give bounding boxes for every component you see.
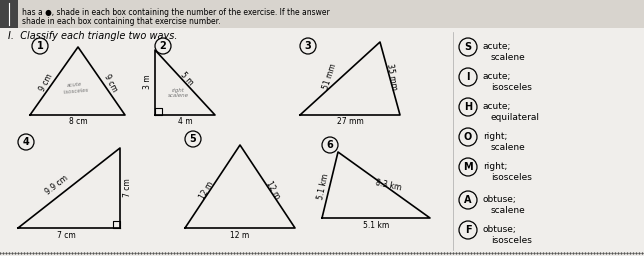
Text: isosceles: isosceles [491, 83, 532, 92]
Circle shape [322, 137, 338, 153]
Text: 7 cm: 7 cm [57, 231, 75, 240]
Text: obtuse;: obtuse; [483, 195, 516, 204]
Circle shape [459, 158, 477, 176]
Text: has a ●, shade in each box containing the number of the exercise. If the answer: has a ●, shade in each box containing th… [22, 8, 330, 17]
Text: H: H [464, 102, 472, 112]
Text: acute;: acute; [483, 72, 511, 81]
Text: 5: 5 [189, 134, 196, 144]
Text: O: O [464, 132, 472, 142]
Circle shape [459, 191, 477, 209]
Text: 4 m: 4 m [178, 118, 193, 126]
Text: right
scalene: right scalene [167, 88, 189, 98]
Circle shape [32, 38, 48, 54]
Text: shade in each box containing that exercise number.: shade in each box containing that exerci… [22, 17, 220, 26]
Text: 51 mm: 51 mm [321, 63, 338, 91]
Text: 9 cm: 9 cm [37, 73, 54, 93]
Text: obtuse;: obtuse; [483, 225, 516, 234]
Text: 12 m: 12 m [198, 179, 216, 201]
Text: equilateral: equilateral [491, 113, 540, 122]
Bar [0, 0, 644, 28]
Text: scalene: scalene [491, 143, 526, 152]
Circle shape [18, 134, 34, 150]
Text: F: F [465, 225, 471, 235]
Text: 6: 6 [327, 140, 334, 150]
Text: isosceles: isosceles [491, 236, 532, 245]
Text: 3 m: 3 m [144, 75, 153, 89]
Text: 2: 2 [160, 41, 166, 51]
Text: 12 m: 12 m [231, 231, 250, 240]
Text: 9.9 cm: 9.9 cm [44, 174, 70, 197]
Circle shape [459, 38, 477, 56]
Circle shape [185, 131, 201, 147]
Text: M: M [463, 162, 473, 172]
Text: 3: 3 [305, 41, 312, 51]
Text: 27 mm: 27 mm [337, 118, 363, 126]
Text: right;: right; [483, 162, 507, 171]
Text: scalene: scalene [491, 53, 526, 62]
Text: acute
 isosceles: acute isosceles [61, 81, 89, 94]
Circle shape [300, 38, 316, 54]
Text: scalene: scalene [491, 206, 526, 215]
Text: acute;: acute; [483, 42, 511, 51]
Text: 8 cm: 8 cm [69, 118, 88, 126]
Text: 5.1 km: 5.1 km [363, 221, 389, 230]
Text: 5.1 km: 5.1 km [316, 173, 330, 201]
Circle shape [459, 221, 477, 239]
Bar [0, 0, 18, 28]
Text: 12 m: 12 m [264, 179, 281, 201]
Text: 1: 1 [37, 41, 43, 51]
Circle shape [155, 38, 171, 54]
Text: acute;: acute; [483, 102, 511, 111]
Text: right;: right; [483, 132, 507, 141]
Text: 7 cm: 7 cm [124, 179, 133, 197]
Circle shape [459, 98, 477, 116]
Text: S: S [464, 42, 471, 52]
Text: I: I [466, 72, 469, 82]
Text: 5 m: 5 m [179, 71, 195, 88]
Text: 35 mm: 35 mm [385, 63, 399, 91]
Text: 4: 4 [23, 137, 30, 147]
Circle shape [459, 128, 477, 146]
Text: 8.3 km: 8.3 km [374, 178, 402, 192]
Text: 9 cm: 9 cm [102, 73, 119, 93]
Text: I.  Classify each triangle two ways.: I. Classify each triangle two ways. [8, 31, 178, 41]
Circle shape [459, 68, 477, 86]
Text: isosceles: isosceles [491, 173, 532, 182]
Text: A: A [464, 195, 472, 205]
